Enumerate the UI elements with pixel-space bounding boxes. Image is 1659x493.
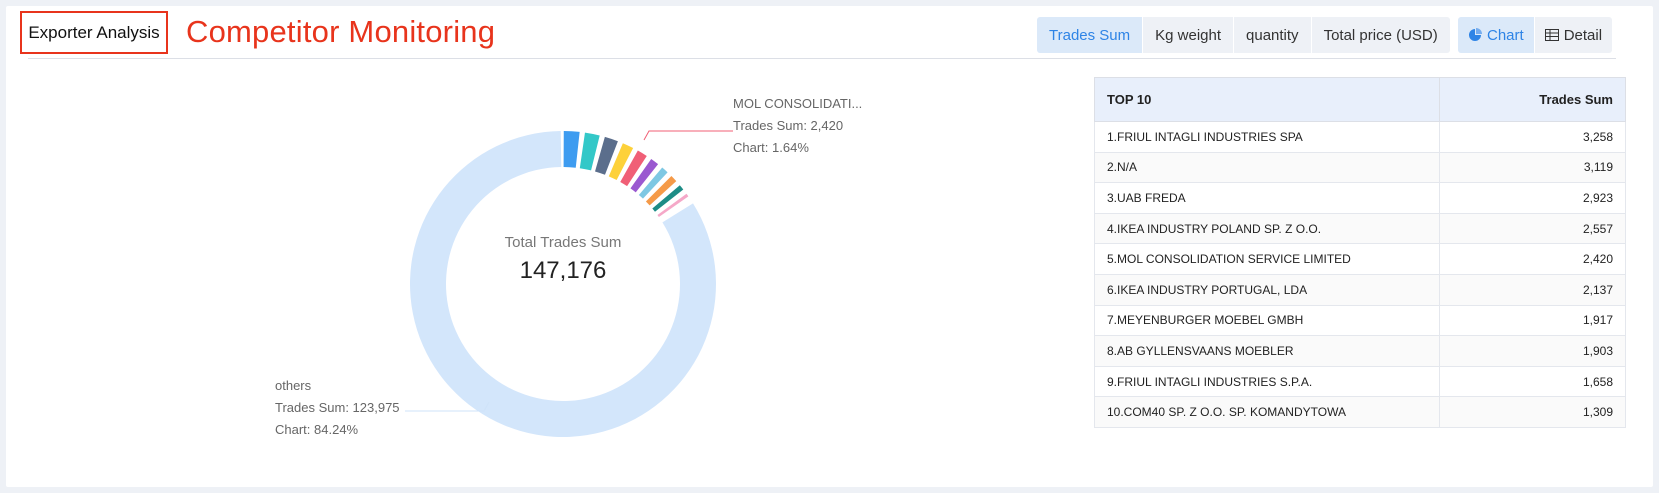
table-icon [1544, 29, 1559, 41]
table-row[interactable]: 7.MEYENBURGER MOEBEL GMBH 1,917 [1094, 304, 1626, 337]
donut-slice[interactable] [563, 131, 580, 168]
callout-mol-value: Trades Sum: 2,420 [733, 118, 844, 133]
donut-center: Total Trades Sum 147,176 [463, 234, 663, 285]
table-cell-value: 1,917 [1439, 304, 1626, 337]
table-cell-name: 8.AB GYLLENSVAANS MOEBLER [1094, 335, 1440, 367]
callout-others-value: Trades Sum: 123,975 [275, 400, 400, 415]
metric-tab-quantity[interactable]: quantity [1234, 17, 1312, 53]
table-cell-value: 1,658 [1439, 365, 1626, 398]
callout-others-name: others [275, 378, 312, 393]
table-cell-name: 1.FRIUL INTAGLI INDUSTRIES SPA [1094, 121, 1440, 153]
callout-others: others Trades Sum: 123,975 Chart: 84.24% [275, 375, 400, 441]
section-title-box: Exporter Analysis [20, 11, 168, 54]
table-row[interactable]: 9.FRIUL INTAGLI INDUSTRIES S.P.A. 1,658 [1094, 365, 1626, 398]
view-tab-detail-label: Detail [1563, 26, 1603, 44]
donut-slice[interactable] [638, 167, 668, 199]
donut-slice[interactable] [620, 150, 647, 187]
table-row[interactable]: 10.COM40 SP. Z O.O. SP. KOMANDYTOWA 1,309 [1094, 396, 1626, 428]
view-tab-chart[interactable]: Chart [1458, 17, 1535, 53]
donut-slice[interactable] [630, 158, 659, 193]
metric-toggle-group: Trades Sum Kg weight quantity Total pric… [1037, 17, 1450, 53]
table-cell-value: 1,309 [1439, 396, 1626, 428]
table-cell-value: 2,557 [1439, 212, 1626, 245]
donut-slice[interactable] [652, 185, 684, 212]
donut-slice[interactable] [579, 132, 600, 171]
table-body: 1.FRIUL INTAGLI INDUSTRIES SPA 3,258 2.N/A… [1094, 121, 1626, 428]
donut-slices [409, 131, 716, 437]
callout-mol-name: MOL CONSOLIDATI... [733, 96, 863, 111]
table-header-top10: TOP 10 [1094, 77, 1440, 122]
table-cell-value: 1,903 [1439, 335, 1626, 367]
view-tab-detail[interactable]: Detail [1534, 17, 1613, 53]
metric-tab-trades-sum[interactable]: Trades Sum [1037, 17, 1144, 53]
table-row[interactable]: 1.FRIUL INTAGLI INDUSTRIES SPA 3,258 [1094, 121, 1626, 153]
pie-chart-icon [1468, 28, 1482, 42]
table-header-trades-sum[interactable]: Trades Sum [1439, 77, 1626, 122]
table-cell-name: 9.FRIUL INTAGLI INDUSTRIES S.P.A. [1094, 365, 1440, 398]
table-cell-value: 2,420 [1439, 243, 1626, 275]
page-subtitle: Competitor Monitoring [186, 14, 496, 49]
callout-mol: MOL CONSOLIDATI... Trades Sum: 2,420 Cha… [733, 93, 862, 159]
callout-mol-pct: Chart: 1.64% [733, 140, 809, 155]
view-toggle-group: Chart Detail [1458, 17, 1613, 53]
table-row[interactable]: 2.N/A 3,119 [1094, 151, 1626, 184]
table-cell-name: 7.MEYENBURGER MOEBEL GMBH [1094, 304, 1440, 337]
table-row[interactable]: 6.IKEA INDUSTRY PORTUGAL, LDA 2,137 [1094, 273, 1626, 306]
donut-slice[interactable] [608, 143, 634, 181]
donut-slice[interactable] [595, 136, 618, 175]
table-cell-value: 2,923 [1439, 182, 1626, 214]
table-cell-value: 3,258 [1439, 121, 1626, 153]
donut-slice[interactable] [657, 193, 689, 217]
table-cell-value: 3,119 [1439, 151, 1626, 184]
donut-center-value: 147,176 [519, 257, 607, 284]
table-header-row: TOP 10 Trades Sum [1094, 77, 1626, 122]
callout-others-pct: Chart: 84.24% [275, 422, 359, 437]
section-title: Exporter Analysis [28, 22, 160, 42]
table-cell-name: 3.UAB FREDA [1094, 182, 1440, 214]
callout-line-mol [643, 130, 733, 141]
callout-line-others [405, 401, 490, 412]
donut-slice[interactable] [645, 176, 677, 206]
table-row[interactable]: 4.IKEA INDUSTRY POLAND SP. Z O.O. 2,557 [1094, 212, 1626, 245]
table-row[interactable]: 5.MOL CONSOLIDATION SERVICE LIMITED 2,420 [1094, 243, 1626, 275]
metric-tab-total-price[interactable]: Total price (USD) [1311, 17, 1450, 53]
table-cell-value: 2,137 [1439, 273, 1626, 306]
header-divider [28, 58, 1616, 59]
table-cell-name: 5.MOL CONSOLIDATION SERVICE LIMITED [1094, 243, 1440, 275]
table-cell-name: 10.COM40 SP. Z O.O. SP. KOMANDYTOWA [1094, 396, 1440, 428]
table-row[interactable]: 8.AB GYLLENSVAANS MOEBLER 1,903 [1094, 335, 1626, 367]
table-cell-name: 6.IKEA INDUSTRY PORTUGAL, LDA [1094, 273, 1440, 306]
table-cell-name: 4.IKEA INDUSTRY POLAND SP. Z O.O. [1094, 212, 1440, 245]
table-row[interactable]: 3.UAB FREDA 2,923 [1094, 182, 1626, 214]
view-tab-chart-label: Chart [1487, 26, 1524, 44]
metric-tab-kg-weight[interactable]: Kg weight [1143, 17, 1235, 53]
donut-center-label: Total Trades Sum [504, 234, 622, 251]
top10-table: TOP 10 Trades Sum 1.FRIUL INTAGLI INDUST… [1094, 77, 1626, 428]
table-cell-name: 2.N/A [1094, 151, 1440, 184]
